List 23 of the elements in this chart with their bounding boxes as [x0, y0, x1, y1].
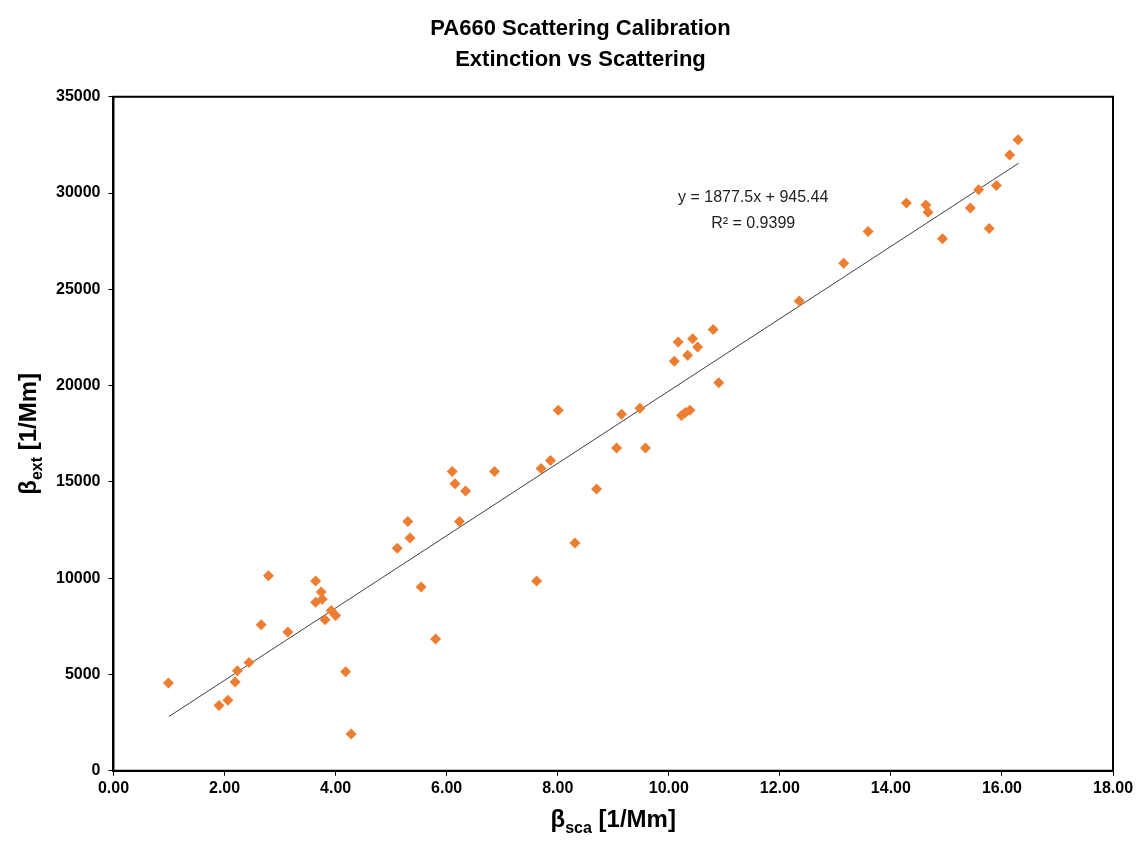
chart-subtitle: Extinction vs Scattering — [455, 45, 706, 71]
annotation: y = 1877.5x + 945.44 — [678, 187, 829, 205]
x-tick-label: 14.00 — [870, 778, 911, 796]
x-tick-label: 18.00 — [1092, 778, 1134, 796]
y-axis-title: βext [1/Mm] — [14, 372, 45, 495]
chart-title: PA660 Scattering Calibration — [430, 15, 731, 41]
x-tick-label: 10.00 — [648, 778, 689, 796]
y-tick-label: 10000 — [55, 568, 101, 586]
x-tick-label: 0.00 — [97, 778, 130, 796]
x-tick-label: 4.00 — [320, 778, 352, 796]
x-tick-label: 8.00 — [542, 778, 574, 796]
x-tick-label: 16.00 — [981, 778, 1023, 796]
y-tick-label: 30000 — [55, 183, 101, 201]
x-tick-label: 12.00 — [759, 778, 800, 796]
annotation: R² = 0.9399 — [711, 213, 796, 231]
y-tick-label: 5000 — [64, 664, 101, 682]
y-tick-label: 15000 — [55, 472, 101, 490]
y-tick-label: 25000 — [55, 279, 101, 297]
x-tick-label: 6.00 — [431, 778, 463, 796]
y-tick-label: 0 — [91, 761, 101, 779]
y-tick-label: 20000 — [55, 376, 101, 394]
x-tick-label: 2.00 — [208, 778, 241, 796]
y-tick-label: 35000 — [55, 87, 101, 105]
